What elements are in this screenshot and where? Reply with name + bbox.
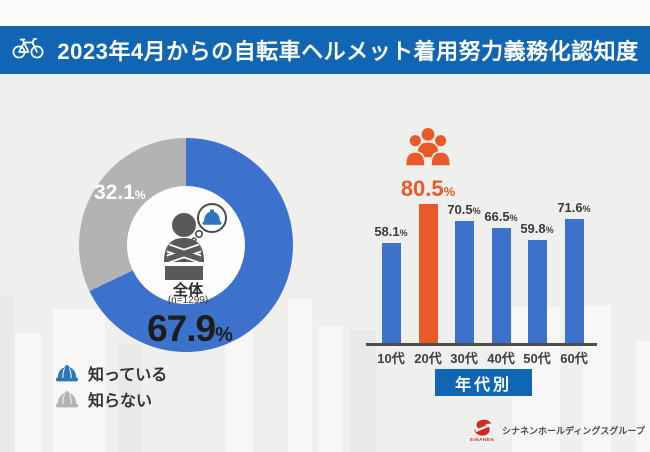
bar-50s xyxy=(527,239,547,343)
helmet-icon xyxy=(202,209,222,225)
bar-20s xyxy=(418,203,438,343)
skyline-building xyxy=(118,345,142,452)
title-banner: 2023年4月からの自転車ヘルメット着用努力義務化認知度 xyxy=(0,26,650,74)
bar-group-30s: 70.5% xyxy=(445,200,483,343)
legend-item-known: 知っている xyxy=(55,360,167,386)
bicycle-icon xyxy=(11,35,45,65)
bar-value-label: 70.5% xyxy=(447,202,481,217)
legend-label: 知っている xyxy=(88,367,168,384)
bar-value-label: 58.1% xyxy=(374,223,408,239)
category-label: 30代 xyxy=(450,351,478,366)
donut-sample-size: (n=1299) xyxy=(167,295,209,306)
x-axis-line xyxy=(366,343,597,346)
helmet-icon xyxy=(55,364,79,381)
legend-label: 知らない xyxy=(88,393,153,410)
category-label: 20代 xyxy=(414,351,442,366)
people-group-icon xyxy=(404,127,452,175)
donut-center-label: 全体 xyxy=(172,282,203,299)
donut-label-known: 67.9% xyxy=(147,308,233,349)
logo-mark: SINANEN xyxy=(468,419,496,442)
helmet-icon xyxy=(55,390,79,407)
logo-word: SINANEN xyxy=(469,437,495,442)
bar-value-label-highlight: 80.5% xyxy=(400,175,456,201)
bar-value-label: 59.8% xyxy=(520,220,554,236)
page-title: 2023年4月からの自転車ヘルメット着用努力義務化認知度 xyxy=(57,39,639,64)
skyline-building xyxy=(15,333,41,452)
legend: 知っている 知らない xyxy=(55,360,167,412)
bar-group-40s: 66.5% xyxy=(482,207,520,343)
skyline-building xyxy=(0,296,14,452)
category-label: 40代 xyxy=(487,351,515,366)
bar-value-label: 71.6% xyxy=(557,200,591,216)
bar-group-50s: 59.8% xyxy=(518,219,556,343)
bar-chart: 58.1% 80.5% xyxy=(360,120,610,343)
chart-caption-box: 年代別 xyxy=(435,369,532,396)
bar-group-10s: 58.1% xyxy=(372,222,410,343)
bar-value-label: 66.5% xyxy=(484,209,518,224)
bar-group-20s: 80.5% xyxy=(401,127,455,343)
skyline-building xyxy=(288,299,312,452)
chart-caption: 年代別 xyxy=(454,376,512,394)
skyline-building xyxy=(350,330,376,452)
top-margin xyxy=(0,0,650,26)
legend-item-unknown: 知らない xyxy=(55,386,167,412)
bar-10s xyxy=(381,242,401,343)
skyline-building xyxy=(583,305,611,452)
thinking-person-icon xyxy=(146,198,228,289)
company-logo: SINANEN シナネンホールディングスグループ xyxy=(468,419,645,442)
skyline-building xyxy=(318,326,343,452)
category-label: 50代 xyxy=(523,351,551,366)
skyline-building xyxy=(636,341,650,452)
donut-label-unknown: 32.1% xyxy=(94,181,146,204)
category-label: 10代 xyxy=(377,351,405,366)
bar-group-60s: 71.6% xyxy=(555,198,593,343)
category-label: 60代 xyxy=(560,351,588,366)
sinanen-logo-icon xyxy=(473,419,491,436)
skyline-building xyxy=(225,322,253,452)
bar-40s xyxy=(491,228,511,343)
bar-60s xyxy=(564,219,584,343)
company-name: シナネンホールディングスグループ xyxy=(502,426,645,436)
bar-30s xyxy=(454,221,474,343)
